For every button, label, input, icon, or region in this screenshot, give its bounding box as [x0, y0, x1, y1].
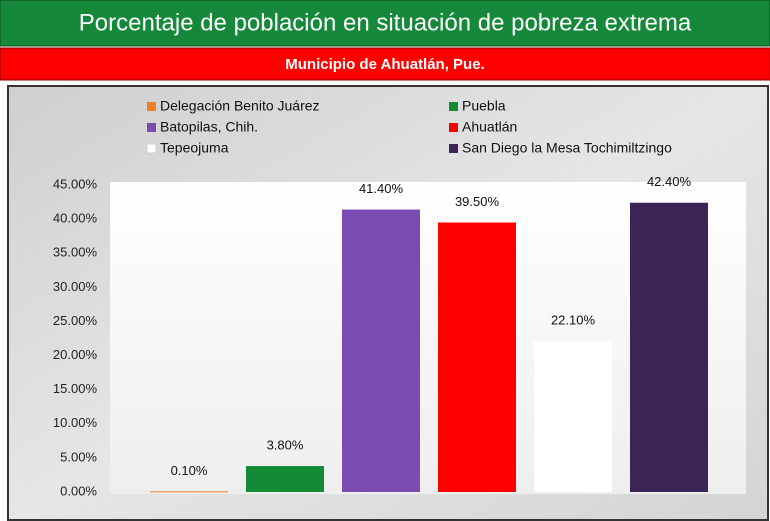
chart-title: Porcentaje de población en situación de …	[79, 9, 692, 36]
legend-label: Batopilas, Chih.	[160, 119, 258, 135]
legend-label: Puebla	[462, 98, 506, 114]
subtitle-bar	[0, 47, 770, 81]
y-tick-label: 35.00%	[53, 245, 98, 260]
bar	[534, 341, 612, 492]
y-tick-label: 30.00%	[53, 279, 98, 294]
legend-label: San Diego la Mesa Tochimiltzingo	[462, 140, 672, 156]
value-label: 39.50%	[455, 194, 500, 209]
y-tick-label: 15.00%	[53, 381, 98, 396]
y-tick-label: 20.00%	[53, 347, 98, 362]
title-bar	[0, 0, 770, 47]
y-tick-label: 10.00%	[53, 415, 98, 430]
value-label: 22.10%	[551, 313, 596, 328]
chart-subtitle: Municipio de Ahuatlán, Pue.	[285, 56, 484, 73]
bar	[438, 222, 516, 492]
legend-swatch	[449, 144, 458, 153]
y-tick-label: 25.00%	[53, 313, 98, 328]
bar	[150, 491, 228, 493]
y-tick-label: 5.00%	[60, 449, 97, 464]
value-label: 42.40%	[647, 174, 692, 189]
value-label: 41.40%	[359, 181, 404, 196]
legend-swatch	[146, 143, 157, 154]
legend-label: Tepeojuma	[160, 140, 229, 156]
value-label: 0.10%	[171, 463, 208, 478]
bar	[342, 209, 420, 492]
legend-swatch	[449, 102, 458, 111]
bar	[630, 202, 708, 492]
y-tick-label: 0.00%	[60, 483, 97, 498]
y-tick-label: 40.00%	[53, 211, 98, 226]
legend-label: Ahuatlán	[462, 119, 517, 135]
legend-swatch	[147, 102, 156, 111]
legend-swatch	[449, 123, 458, 132]
legend-label: Delegación Benito Juárez	[160, 98, 320, 114]
legend-swatch	[147, 123, 156, 132]
y-tick-label: 45.00%	[53, 176, 98, 191]
value-label: 3.80%	[267, 438, 304, 453]
bar	[246, 466, 324, 492]
